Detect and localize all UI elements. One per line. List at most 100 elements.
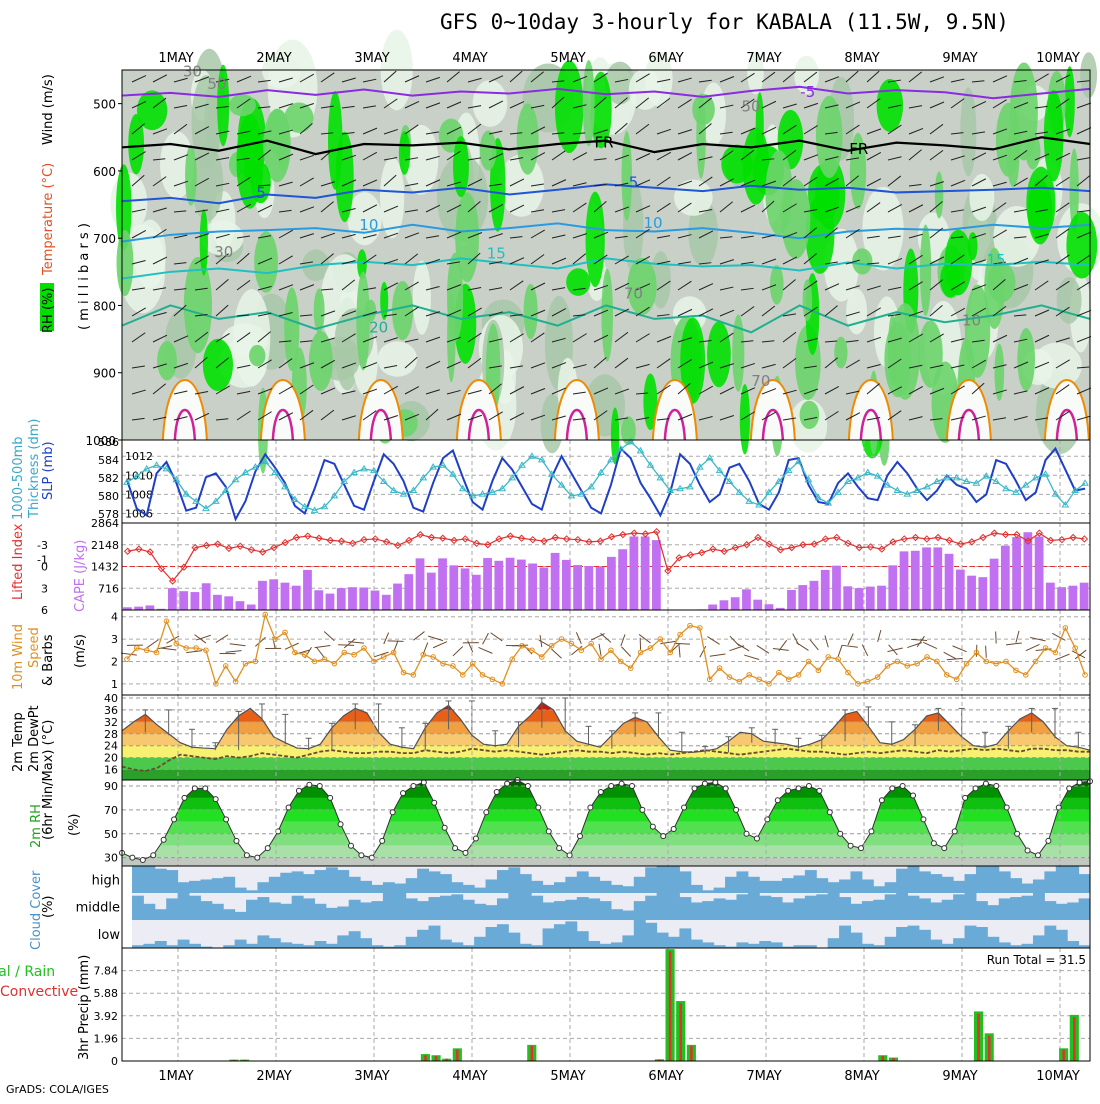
wind-speed-label: Speed — [27, 627, 42, 668]
contour-label: 10 — [359, 216, 378, 234]
cloud-bar — [930, 902, 942, 920]
cape-bar — [731, 597, 740, 610]
cloud-bar — [497, 898, 509, 920]
cloud-bar — [1022, 896, 1034, 920]
date-tick-top: 7MAY — [746, 51, 781, 66]
cloud-bar — [1022, 944, 1034, 948]
rh-moist-patch — [1017, 328, 1035, 391]
cloud-bar — [1067, 941, 1079, 948]
precip-tick-label: 1.96 — [94, 1032, 119, 1045]
cloud-bar — [1056, 866, 1068, 893]
cloud-bar — [862, 944, 874, 948]
rh-point — [859, 846, 864, 851]
cloud-bar — [896, 869, 908, 893]
convective-bar — [531, 1046, 534, 1061]
cloud-bar — [440, 940, 452, 948]
cloud-bar — [611, 909, 623, 920]
cloud-bar — [999, 871, 1011, 893]
cape-bar — [888, 565, 897, 610]
cloud-bar — [1056, 930, 1068, 948]
total-rain-label: Total / Rain — [0, 964, 55, 980]
cape-bar — [359, 588, 368, 610]
temperature-band — [122, 758, 1090, 770]
cloud-bar — [531, 881, 543, 893]
cape-bar — [348, 587, 357, 610]
convective-bar — [690, 1046, 693, 1061]
cloud-bar — [543, 902, 555, 920]
cloud-bar — [622, 935, 634, 948]
cloud-bar — [919, 930, 931, 948]
rh-point — [359, 853, 364, 858]
wind-barb-10m — [453, 647, 463, 656]
cloud-bar — [600, 881, 612, 893]
cloud-bar — [292, 896, 304, 920]
cloud-bar — [577, 871, 589, 893]
rh-moist-patch — [586, 192, 605, 287]
cloud-bar — [793, 898, 805, 920]
rh-point — [234, 838, 239, 843]
cloud-bar — [451, 882, 463, 893]
cloud-bar — [908, 896, 920, 920]
rh-point — [598, 789, 603, 794]
cloud-bar — [554, 901, 566, 920]
rh-band — [122, 798, 1090, 810]
cape-bar — [1012, 537, 1021, 610]
cloud-bar — [748, 944, 760, 948]
cloud-bar — [668, 893, 680, 920]
precip-tick-label: 7.84 — [94, 965, 119, 978]
rh-point — [505, 781, 510, 786]
rh-point — [754, 836, 759, 841]
cloud-bar — [463, 885, 475, 893]
cape-bar — [371, 591, 380, 610]
cloud-bar — [383, 893, 395, 920]
cloud-bar — [280, 873, 292, 893]
cloud-bar — [269, 877, 281, 893]
cloud-bar — [1010, 878, 1022, 893]
rh-point — [421, 780, 426, 785]
rh-point — [546, 829, 551, 834]
rh-tick-label: 90 — [104, 780, 118, 793]
wind-barb-10m — [433, 642, 447, 648]
cloud-bar — [337, 907, 349, 921]
rh-point — [650, 824, 655, 829]
cloud-bar — [965, 893, 977, 920]
credit-text: GrADS: COLA/IGES — [6, 1083, 109, 1096]
rh-point — [401, 791, 406, 796]
cape-bar — [708, 605, 717, 610]
rh-point — [140, 858, 145, 863]
cape-bar — [506, 558, 515, 610]
cloud-bar — [634, 920, 646, 948]
cape-bar — [1046, 583, 1055, 610]
rh-point — [994, 783, 999, 788]
cloud-bar — [736, 942, 748, 948]
cape-bar — [382, 595, 391, 610]
cape-bar — [753, 600, 762, 610]
rh-moist-patch — [707, 322, 731, 388]
cloud-bar — [930, 874, 942, 893]
rh-patch — [134, 220, 166, 288]
cloud-bar — [645, 867, 657, 893]
cloud-bar — [953, 894, 965, 920]
wind-barb-10m — [551, 649, 561, 658]
cloud-bar — [178, 893, 190, 920]
rh-point — [786, 788, 791, 793]
wind-barb-10m — [1026, 644, 1040, 650]
rh-point — [806, 783, 811, 788]
rh-moist-patch — [328, 91, 342, 190]
contour-label: 70 — [624, 285, 643, 303]
cape-bar — [472, 575, 481, 610]
date-tick-top: 4MAY — [452, 51, 487, 66]
rh-point — [931, 841, 936, 846]
cloud-bar — [166, 870, 178, 893]
cape-bar — [596, 567, 605, 610]
cloud-bar — [292, 944, 304, 948]
rh-point — [192, 786, 197, 791]
wind-barb-10m — [953, 646, 967, 652]
rh-point — [328, 795, 333, 800]
rh-point — [255, 855, 260, 860]
rh-point — [484, 810, 489, 815]
wind-barb-10m — [744, 655, 759, 659]
cape-bar — [314, 590, 323, 610]
cape-bar — [168, 588, 177, 610]
wind-barb-10m — [216, 635, 228, 643]
